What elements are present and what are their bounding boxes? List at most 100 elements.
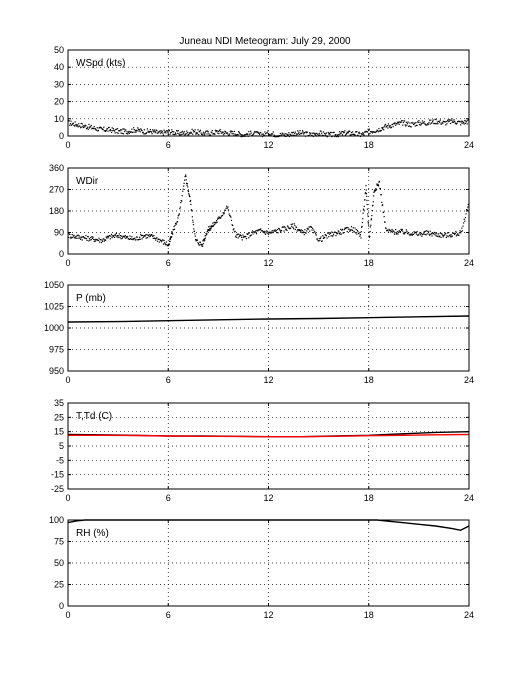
data-point [94,128,97,130]
data-point [239,234,242,236]
data-point [282,226,285,228]
x-tick-label: 24 [464,258,474,268]
data-point [251,230,253,232]
data-point [151,133,153,135]
data-point [253,132,255,134]
data-point [308,226,310,228]
x-tick-label: 6 [166,258,171,268]
data-point [406,232,409,235]
data-point [209,227,211,230]
data-point [293,134,295,137]
data-point [124,235,126,237]
data-point [337,134,339,136]
data-point [384,221,386,223]
data-point [304,131,306,134]
data-point [373,190,375,192]
data-point [397,233,399,235]
data-point [459,121,461,123]
data-point [289,227,292,229]
data-point [456,234,458,236]
data-point [427,231,430,233]
data-point [90,236,92,239]
x-tick-label: 24 [464,493,474,503]
data-point [301,132,303,134]
data-point [320,130,322,132]
data-point [266,231,268,233]
data-point [326,136,329,138]
data-point [301,130,304,132]
data-point [415,233,418,235]
data-point [147,130,149,132]
x-tick-label: 0 [65,258,70,268]
data-point [161,241,163,243]
data-point [221,214,224,217]
data-point [382,127,384,129]
data-point [120,238,122,240]
data-point [361,133,363,135]
data-point [187,186,189,188]
data-point [240,235,242,237]
data-point [337,136,339,138]
data-point [368,128,370,130]
data-point [130,237,132,240]
y-tick-label: 25 [54,580,64,590]
data-point [441,121,443,124]
data-point [399,121,401,123]
data-point [392,230,394,232]
data-point [202,131,205,133]
data-point [398,230,400,232]
data-point [284,226,286,228]
data-point [227,206,229,208]
data-point [108,126,110,128]
data-point [267,130,269,132]
data-point [454,120,456,122]
data-point [275,136,277,138]
y-tick-label: -5 [56,455,64,465]
data-point [100,238,102,241]
data-point [202,134,204,136]
data-point [318,132,320,134]
data-point [386,125,388,127]
data-point [188,132,190,134]
data-point [370,224,372,226]
data-point [170,131,172,133]
data-point [200,243,202,245]
data-point [233,228,235,230]
data-point [420,123,422,125]
data-point [298,131,300,133]
data-point [194,233,196,235]
y-tick-label: 975 [49,345,64,355]
data-point [309,230,311,232]
data-point [250,235,252,237]
data-point [331,231,333,233]
data-point [139,129,141,131]
data-point [281,132,283,134]
data-point [374,189,376,191]
data-point [121,132,123,135]
data-point [215,131,217,133]
data-point [153,235,155,237]
data-point [330,235,332,237]
data-point [375,189,377,191]
data-point [391,228,393,231]
data-point [227,133,229,135]
data-point [189,133,191,135]
data-point [310,226,313,229]
x-tick-label: 18 [364,375,374,385]
data-point [375,130,378,132]
data-point [315,132,317,134]
panel-4: 0 6 12 18 24 -25 -15 -5 5 15 25 35 T,Td (C) [51,398,474,503]
data-point [465,213,467,215]
data-point [125,237,127,239]
data-point [214,129,216,131]
data-point [340,132,342,134]
data-point [121,235,123,237]
data-point [390,126,393,128]
data-point [226,132,228,134]
data-point [255,131,258,133]
data-point [201,245,203,247]
data-point [322,235,324,237]
data-point [110,233,113,235]
data-point [210,226,213,228]
panel-label: RH (%) [76,528,109,539]
